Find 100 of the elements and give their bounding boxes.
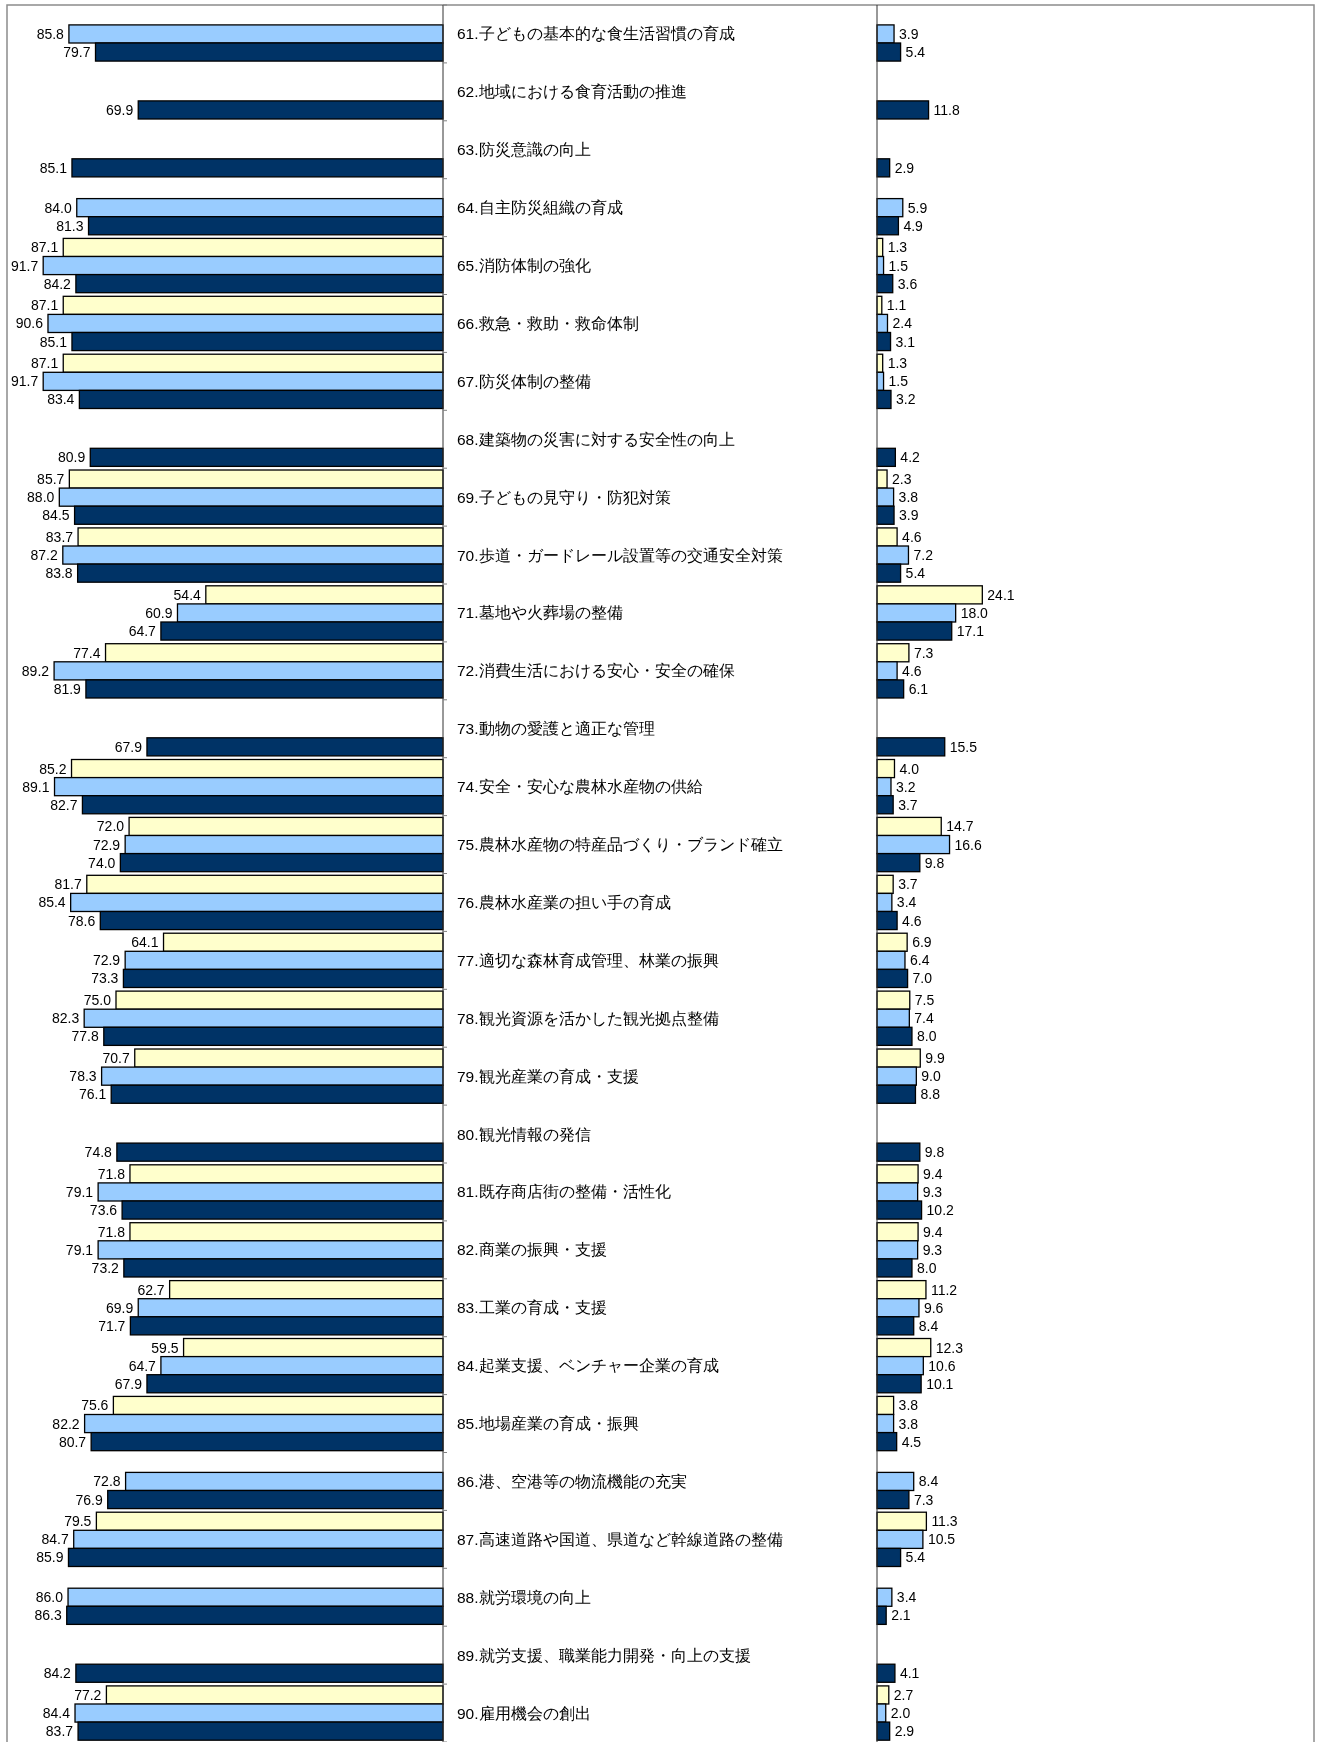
data-label: 85.1 xyxy=(39,333,68,350)
data-label: 62.7 xyxy=(137,1281,165,1298)
y-tick-label: 66.救急・救助・救命体制 xyxy=(457,314,639,332)
y-tick-label: 65.消防体制の強化 xyxy=(457,257,591,275)
y-tick-label: 69.子どもの見守り・防犯対策 xyxy=(457,488,671,506)
y-tick-label: 72.消費生活における安心・安全の確保 xyxy=(457,662,735,680)
data-label: 9.4 xyxy=(923,1165,943,1182)
data-label: 83.7 xyxy=(45,1723,74,1740)
y-tick-label: 63.防災意識の向上 xyxy=(457,141,591,159)
data-label: 7.0 xyxy=(912,970,933,987)
data-label: 81.3 xyxy=(56,217,84,234)
data-label: 9.3 xyxy=(922,1241,943,1258)
data-label: 75.0 xyxy=(83,992,112,1009)
data-label: 8.8 xyxy=(920,1086,941,1103)
data-label: 8.4 xyxy=(918,1317,939,1334)
data-label: 3.9 xyxy=(899,507,919,524)
data-label: 77.2 xyxy=(74,1686,102,1703)
data-label: 3.6 xyxy=(897,275,918,292)
data-label: 64.1 xyxy=(131,934,159,951)
data-label: 11.2 xyxy=(930,1281,958,1298)
data-label: 3.4 xyxy=(896,894,917,911)
data-label: 6.1 xyxy=(908,680,929,697)
data-label: 2.4 xyxy=(892,315,913,332)
data-label: 84.2 xyxy=(43,275,72,292)
data-label: 8.0 xyxy=(916,1259,937,1276)
data-label: 72.9 xyxy=(92,836,121,853)
data-label: 3.2 xyxy=(895,391,916,408)
bar xyxy=(71,158,444,178)
data-label: 86.3 xyxy=(34,1607,62,1624)
y-tick-label: 89.就労支援、職業能力開発・向上の支援 xyxy=(457,1646,751,1664)
data-label: 82.3 xyxy=(51,1010,80,1027)
y-tick-label: 86.港、空港等の物流機能の充実 xyxy=(457,1472,687,1490)
data-label: 85.9 xyxy=(36,1549,64,1566)
data-label: 14.7 xyxy=(946,818,974,835)
data-label: 87.1 xyxy=(30,239,59,256)
data-label: 84.0 xyxy=(44,199,72,216)
data-label: 82.7 xyxy=(50,796,78,813)
data-label: 2.1 xyxy=(891,1607,911,1624)
y-tick-label: 88.就労環境の向上 xyxy=(457,1588,591,1606)
data-label: 83.8 xyxy=(45,565,73,582)
data-label: 9.4 xyxy=(923,1223,943,1240)
data-label: 3.8 xyxy=(898,1397,919,1414)
data-label: 80.7 xyxy=(58,1433,87,1450)
data-label: 7.4 xyxy=(914,1010,935,1027)
data-label: 10.5 xyxy=(927,1531,956,1548)
bar xyxy=(876,100,930,120)
y-tick-label: 75.農林水産物の特産品づくり・ブランド確立 xyxy=(457,836,783,854)
data-label: 5.9 xyxy=(907,199,928,216)
data-label: 81.9 xyxy=(53,680,82,697)
bar xyxy=(137,100,444,120)
data-label: 69.9 xyxy=(105,1299,134,1316)
data-label: 73.2 xyxy=(91,1259,120,1276)
data-label: 2.0 xyxy=(890,1705,911,1722)
data-label: 7.3 xyxy=(913,644,934,661)
data-label: 12.3 xyxy=(935,1339,964,1356)
data-label: 4.6 xyxy=(902,528,922,545)
data-label: 5.4 xyxy=(905,44,926,61)
data-label: 10.6 xyxy=(928,1357,956,1374)
bar xyxy=(876,737,946,757)
data-label: 87.2 xyxy=(30,547,59,564)
y-tick-label: 68.建築物の災害に対する安全性の向上 xyxy=(457,430,735,448)
data-label: 6.9 xyxy=(912,934,932,951)
data-label: 1.3 xyxy=(887,355,908,372)
data-label: 84.4 xyxy=(42,1705,71,1722)
data-label: 16.6 xyxy=(954,836,982,853)
data-label: 85.4 xyxy=(38,894,66,911)
data-label: 5.4 xyxy=(905,1549,926,1566)
data-label: 2.9 xyxy=(894,159,915,176)
bar xyxy=(876,447,896,468)
data-label: 74.8 xyxy=(84,1144,113,1161)
data-label: 54.4 xyxy=(173,586,202,603)
data-label: 72.0 xyxy=(96,818,125,835)
y-tick-label: 83.工業の育成・支援 xyxy=(457,1299,607,1317)
y-tick-label: 79.観光産業の育成・支援 xyxy=(457,1067,639,1085)
data-label: 71.8 xyxy=(97,1165,126,1182)
data-label: 3.1 xyxy=(895,333,916,350)
data-label: 79.1 xyxy=(65,1183,94,1200)
bar xyxy=(75,1663,444,1683)
data-label: 83.7 xyxy=(45,528,74,545)
data-label: 67.9 xyxy=(114,1375,143,1392)
data-label: 9.0 xyxy=(921,1068,942,1085)
y-tick-label: 82.商業の振興・支援 xyxy=(457,1241,607,1259)
data-label: 80.9 xyxy=(58,449,86,466)
data-label: 1.5 xyxy=(888,257,909,274)
data-label: 9.3 xyxy=(922,1183,943,1200)
data-label: 67.9 xyxy=(114,738,143,755)
data-label: 72.8 xyxy=(93,1473,121,1490)
data-label: 77.4 xyxy=(73,644,101,661)
data-label: 8.0 xyxy=(916,1028,937,1045)
data-label: 9.8 xyxy=(924,1144,945,1161)
data-label: 83.4 xyxy=(47,391,75,408)
y-tick-label: 77.適切な森林育成管理、林業の振興 xyxy=(457,951,719,969)
data-label: 2.3 xyxy=(892,471,912,488)
data-label: 87.1 xyxy=(30,297,59,314)
data-label: 73.6 xyxy=(89,1202,118,1219)
data-label: 2.9 xyxy=(894,1723,915,1740)
data-label: 78.6 xyxy=(68,912,96,929)
data-label: 3.8 xyxy=(898,489,919,506)
data-label: 72.9 xyxy=(92,952,121,969)
data-label: 73.3 xyxy=(91,970,119,987)
